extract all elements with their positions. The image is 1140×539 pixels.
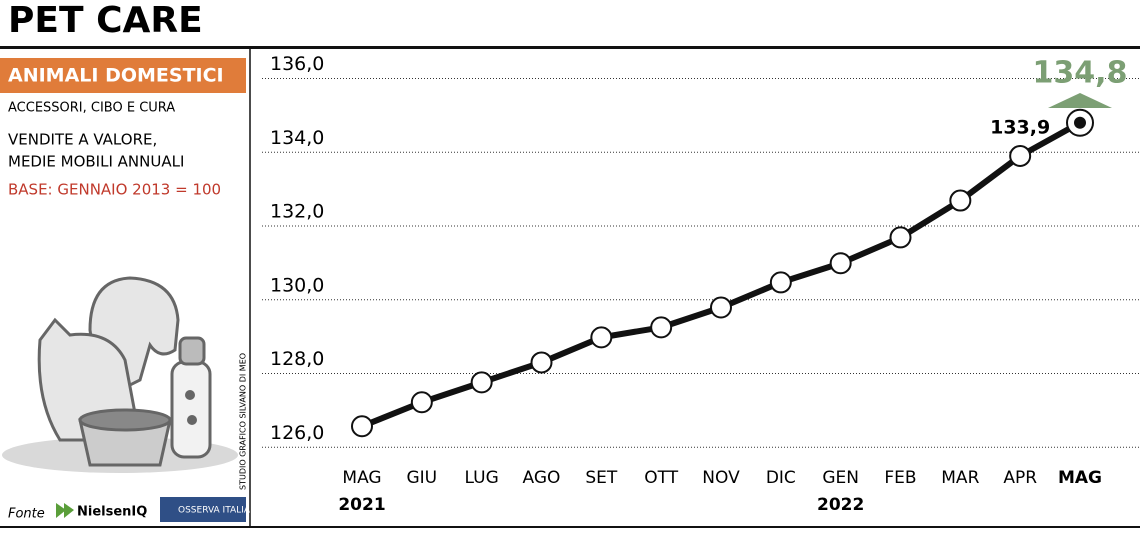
marker xyxy=(769,271,792,294)
page-title: PET CARE xyxy=(8,0,203,41)
x-tick-label: DIC xyxy=(766,468,796,488)
marker xyxy=(829,252,852,275)
source-logo xyxy=(160,497,246,522)
marker xyxy=(410,391,433,414)
marker xyxy=(650,316,673,339)
marker xyxy=(1009,144,1032,167)
x-tick-label: AGO xyxy=(523,468,561,488)
y-tick-label: 132,0 xyxy=(270,201,324,223)
bottom-rule xyxy=(0,526,1140,528)
description: VENDITE A VALORE, xyxy=(8,131,157,149)
marker xyxy=(351,415,373,438)
x-tick-label: APR xyxy=(1003,468,1037,488)
y-tick-label: 136,0 xyxy=(270,53,324,75)
marker xyxy=(470,371,493,394)
y-tick-label: 130,0 xyxy=(270,274,324,296)
highlight-arrow xyxy=(1048,93,1112,108)
value-label: 134,8 xyxy=(1033,56,1128,91)
y-tick-label: 126,0 xyxy=(270,422,324,444)
base-note: BASE: GENNAIO 2013 = 100 xyxy=(8,181,221,199)
illustration xyxy=(2,276,238,473)
source-logo xyxy=(56,503,74,518)
y-tick-label: 128,0 xyxy=(270,348,324,370)
x-tick-label: SET xyxy=(585,468,618,488)
x-tick-label: MAG xyxy=(1058,468,1102,488)
marker xyxy=(590,326,613,349)
marker xyxy=(949,189,972,212)
x-tick-label: GIU xyxy=(407,468,438,488)
x-tick-label: LUG xyxy=(465,468,499,488)
x-tick-label: OTT xyxy=(644,468,678,488)
description: MEDIE MOBILI ANNUALI xyxy=(8,153,184,171)
x-tick-label: NOV xyxy=(702,468,740,488)
x-tick-label: MAR xyxy=(941,468,979,488)
badge-bg xyxy=(0,58,246,93)
source-label: Fonte xyxy=(8,507,45,522)
marker xyxy=(889,226,912,249)
top-rule xyxy=(0,46,1140,49)
line xyxy=(360,120,1082,430)
subtitle: ACCESSORI, CIBO E CURA xyxy=(8,101,175,116)
marker xyxy=(530,351,553,374)
source: OSSERVA ITALIA xyxy=(178,506,251,516)
credit: STUDIO GRAFICO SILVANO DI MEO xyxy=(239,353,248,490)
x-tick-label: MAG xyxy=(342,468,381,488)
year-label: 2022 xyxy=(817,495,864,515)
value-label: 133,9 xyxy=(990,116,1050,138)
year-label: 2021 xyxy=(338,495,385,515)
marker-dot xyxy=(1074,116,1086,129)
x-tick-label: FEB xyxy=(884,468,916,488)
x-tick-label: GEN xyxy=(822,468,859,488)
badge: ANIMALI DOMESTICI xyxy=(8,65,224,87)
source: NielsenIQ xyxy=(77,505,147,520)
marker xyxy=(710,296,732,319)
y-tick-label: 134,0 xyxy=(270,127,324,149)
